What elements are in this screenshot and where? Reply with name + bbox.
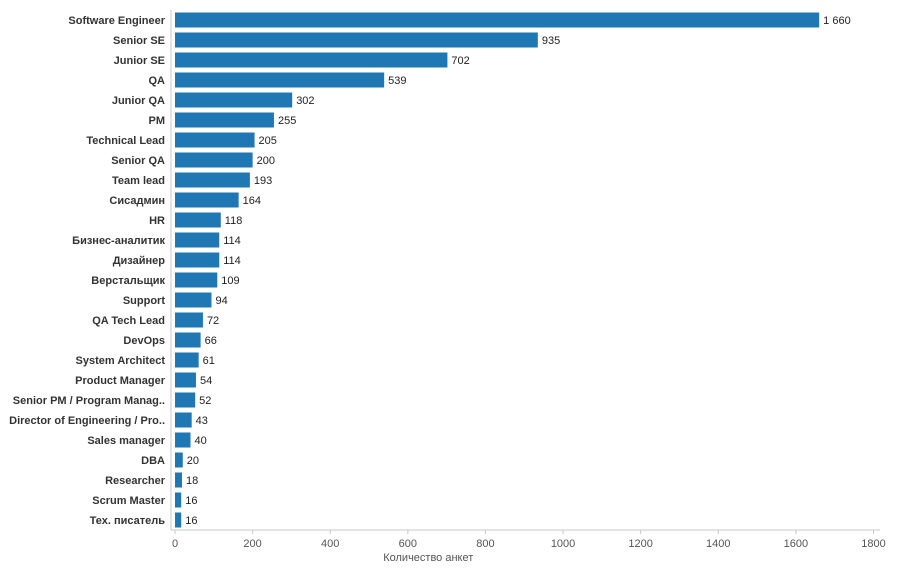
bar	[175, 412, 192, 428]
value-label: 302	[296, 95, 314, 107]
category-label: DevOps	[123, 335, 165, 347]
category-label: Software Engineer	[68, 15, 165, 27]
x-tick-label: 400	[321, 538, 339, 550]
bar	[175, 312, 203, 328]
bar	[175, 332, 201, 348]
category-label: Бизнес-аналитик	[72, 235, 165, 247]
value-label: 54	[200, 375, 212, 387]
bar	[175, 292, 212, 308]
category-label: Product Manager	[75, 375, 166, 387]
value-label: 18	[186, 475, 198, 487]
bar	[175, 392, 196, 408]
category-label: Sales manager	[87, 435, 165, 447]
category-label: PM	[149, 115, 166, 127]
bar	[175, 372, 196, 388]
category-labels: Software Engineer Senior SE Junior SE QA Jun…	[9, 15, 166, 527]
bar	[175, 512, 182, 528]
value-label: 164	[243, 195, 261, 207]
bar	[175, 492, 182, 508]
value-label: 200	[257, 155, 275, 167]
bar	[175, 252, 220, 268]
bar	[175, 212, 221, 228]
x-tick-label: 1200	[628, 538, 652, 550]
bar	[175, 32, 538, 48]
value-label: 1 660	[823, 15, 851, 27]
bar	[175, 132, 255, 148]
category-label: Junior QA	[112, 95, 165, 107]
value-label: 16	[185, 495, 197, 507]
category-label: DBA	[141, 455, 165, 467]
category-label: System Architect	[76, 355, 166, 367]
x-tick-label: 600	[399, 538, 417, 550]
bar	[175, 352, 199, 368]
category-label: Тех. писатель	[90, 515, 166, 527]
category-label: Support	[123, 295, 165, 307]
x-tick-label: 1600	[784, 538, 808, 550]
value-label: 114	[223, 235, 241, 247]
bar	[175, 12, 820, 28]
bar	[175, 92, 293, 108]
value-label: 109	[221, 275, 239, 287]
value-label: 255	[278, 115, 296, 127]
value-label: 539	[388, 75, 406, 87]
bar	[175, 52, 448, 68]
bar	[175, 152, 253, 168]
bar	[175, 172, 250, 188]
bar	[175, 112, 274, 128]
value-label: 193	[254, 175, 272, 187]
bar	[175, 472, 182, 488]
category-label: Technical Lead	[86, 135, 165, 147]
category-label: Senior QA	[111, 155, 165, 167]
category-label: QA Tech Lead	[92, 315, 165, 327]
bar	[175, 72, 385, 88]
value-label: 114	[223, 255, 241, 267]
x-axis-title: Количество анкет	[383, 552, 473, 564]
x-tick-label: 1800	[861, 538, 885, 550]
value-label: 118	[225, 215, 243, 227]
value-label: 935	[542, 35, 560, 47]
x-tick-label: 200	[243, 538, 261, 550]
value-label: 72	[207, 315, 219, 327]
value-label: 43	[196, 415, 208, 427]
x-tick-label: 0	[172, 538, 178, 550]
value-label: 20	[187, 455, 199, 467]
category-label: Researcher	[105, 475, 166, 487]
x-tick-label: 1400	[706, 538, 730, 550]
category-label: HR	[149, 215, 165, 227]
value-label: 66	[205, 335, 217, 347]
bar	[175, 452, 183, 468]
value-label: 94	[215, 295, 227, 307]
x-tick-label: 800	[476, 538, 494, 550]
category-label: Junior SE	[114, 55, 165, 67]
category-label: Сисадмин	[109, 195, 165, 207]
category-label: Верстальщик	[91, 275, 165, 287]
category-label: Scrum Master	[92, 495, 165, 507]
bars-group	[175, 12, 820, 528]
category-label: Team lead	[112, 175, 165, 187]
category-label: QA	[149, 75, 166, 87]
category-label: Дизайнер	[113, 255, 166, 267]
plot-frame	[170, 10, 880, 531]
value-label: 702	[451, 55, 469, 67]
bar	[175, 272, 218, 288]
bar	[175, 232, 220, 248]
category-label: Senior SE	[113, 35, 165, 47]
value-label: 40	[195, 435, 207, 447]
value-label: 52	[199, 395, 211, 407]
value-label: 16	[185, 515, 197, 527]
x-axis-ticks: 0 200 400 600 800 1000 1200 1400 1600 1800	[172, 530, 886, 550]
category-label: Senior PM / Program Manag..	[13, 395, 165, 407]
value-label: 205	[259, 135, 277, 147]
bar	[175, 432, 191, 448]
value-label: 61	[203, 355, 215, 367]
bar	[175, 192, 239, 208]
category-label: Director of Engineering / Pro..	[9, 415, 165, 427]
x-tick-label: 1000	[551, 538, 575, 550]
